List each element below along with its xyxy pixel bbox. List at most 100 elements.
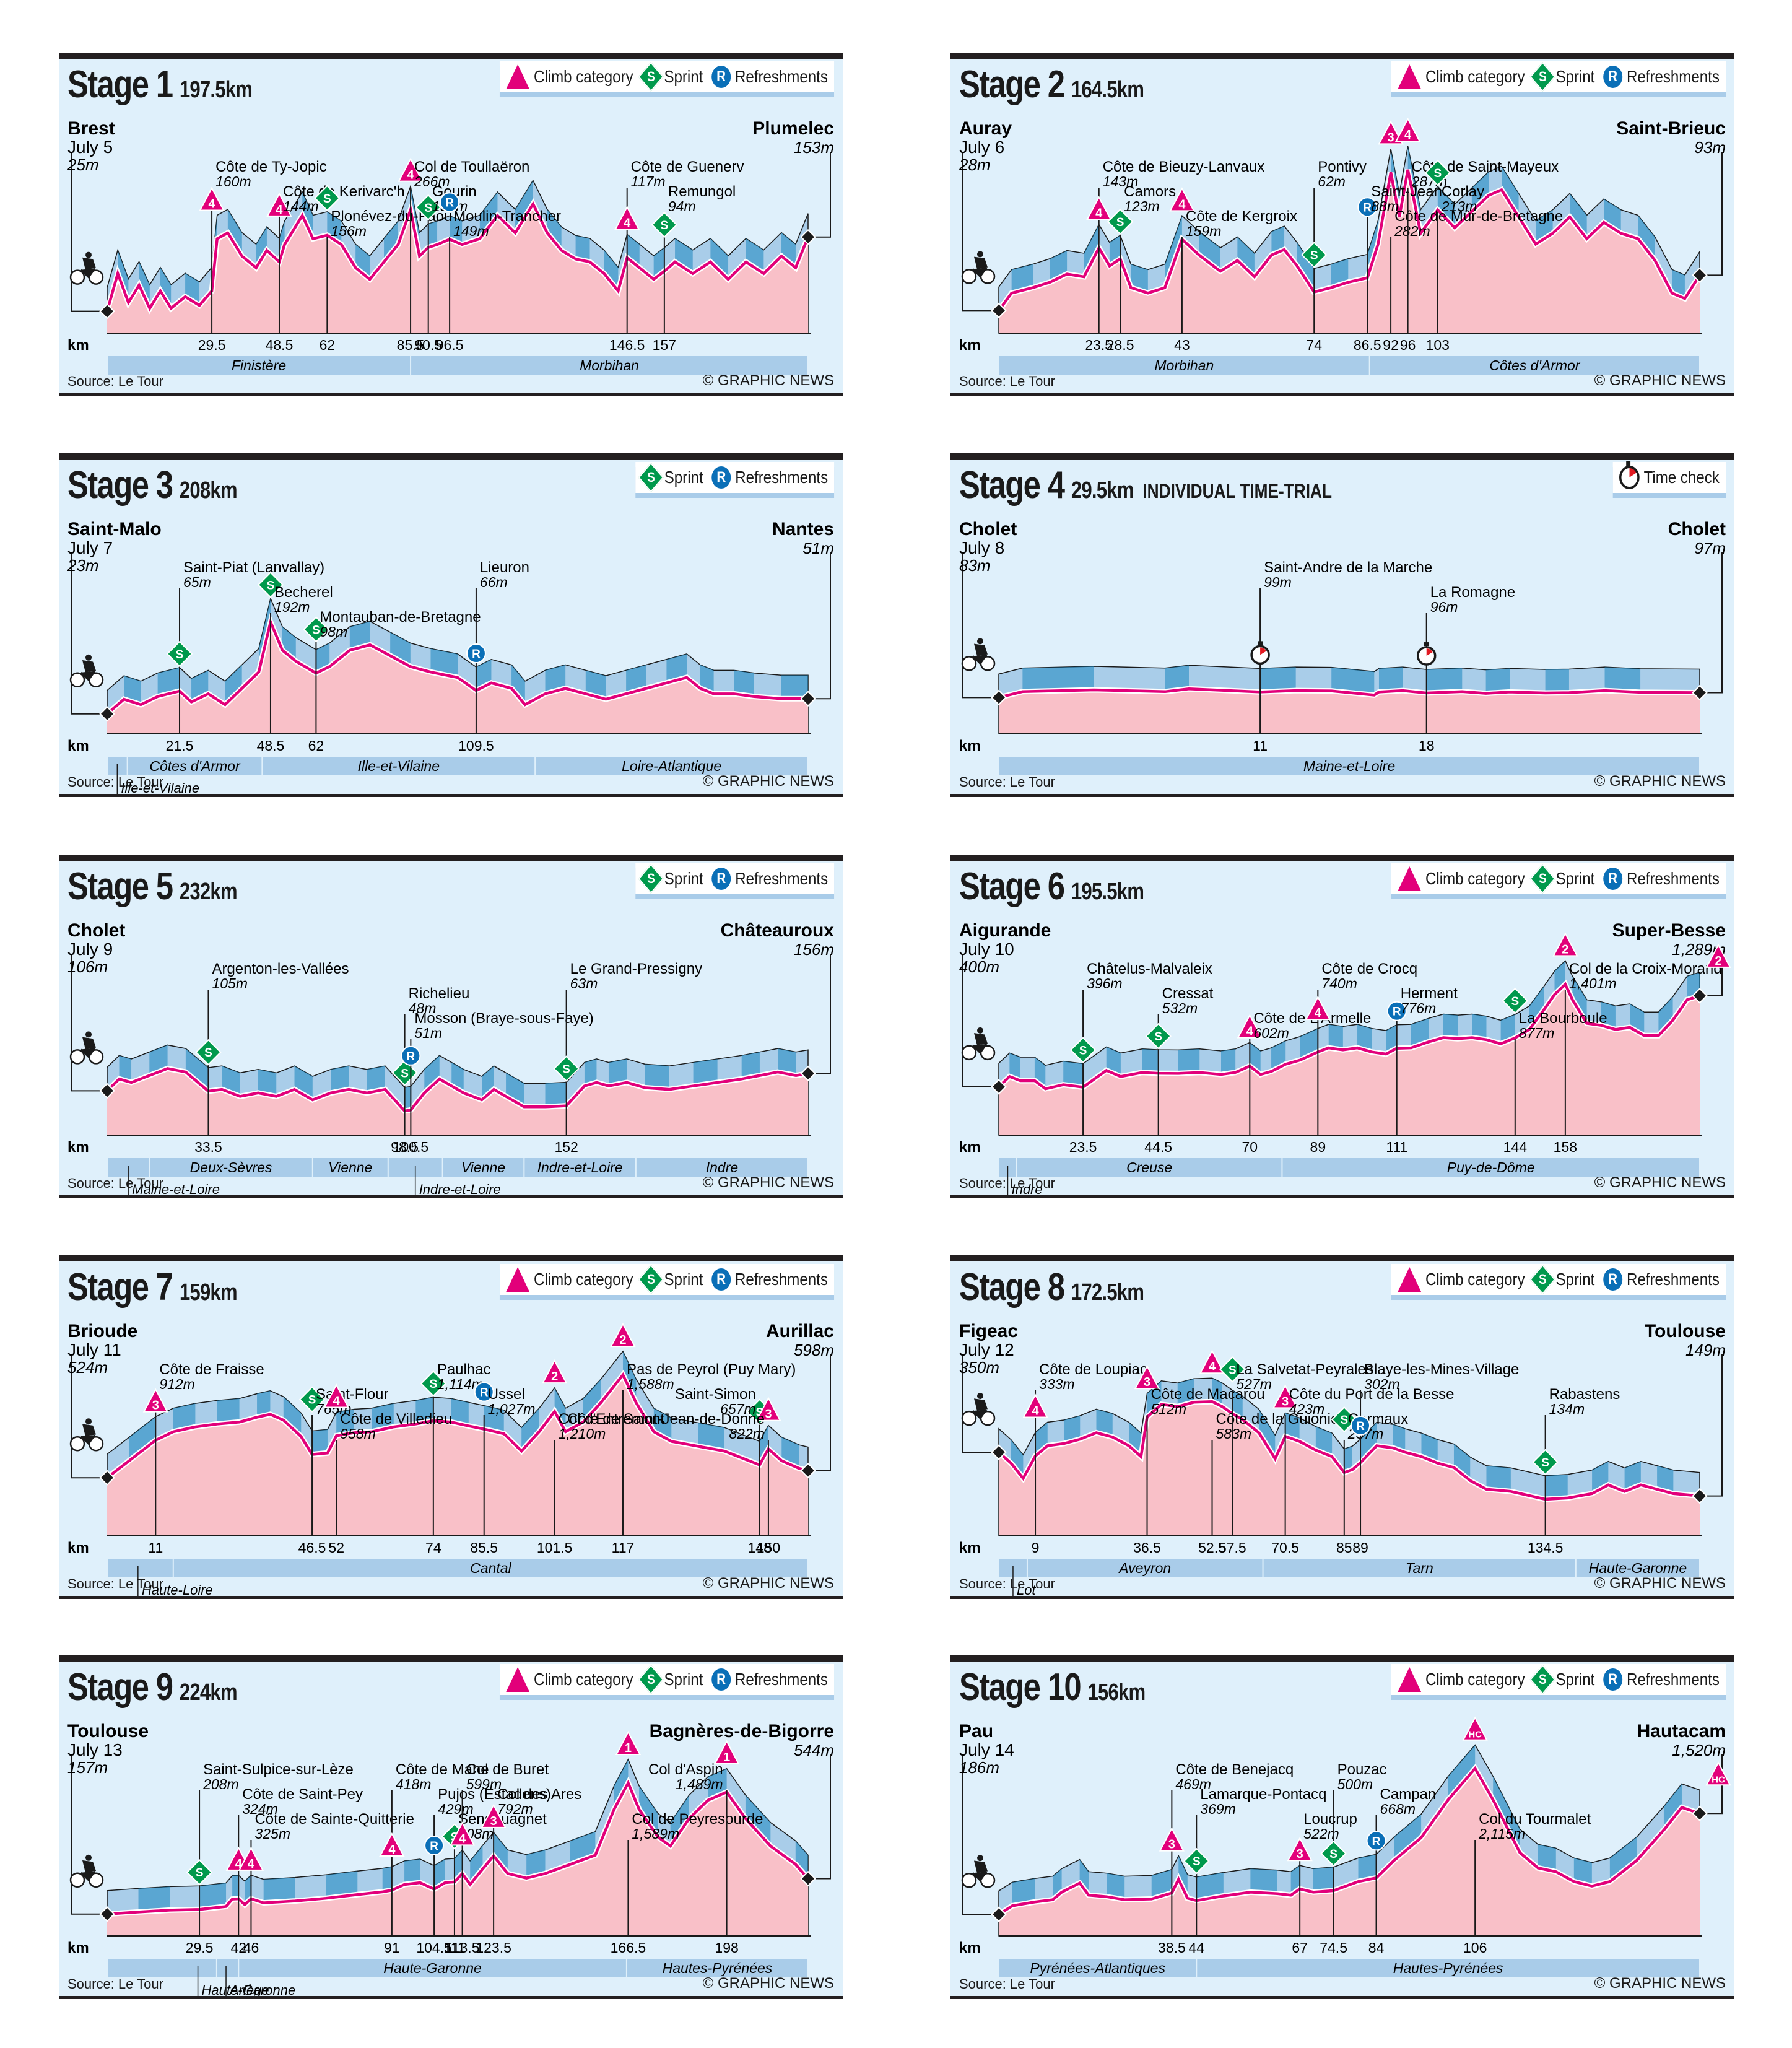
refresh-label: R (480, 1387, 489, 1400)
sprint-diamond (314, 185, 341, 212)
source-note: Source: Le Tour (67, 1576, 163, 1592)
finish-leader-line (808, 954, 831, 1074)
climb-category-label: 4 (276, 203, 283, 217)
climb-category-label: 3 (1144, 1375, 1150, 1389)
road-line (998, 169, 1701, 312)
copyright: © GRAPHIC NEWS (702, 1174, 834, 1191)
legend-item-sprint: S Sprint (1529, 863, 1594, 894)
terrain-facet (470, 1845, 483, 1885)
km-tick-label: 74.5 (1320, 1940, 1347, 1956)
terrain-facet (1250, 1868, 1277, 1894)
marker-name: Loucrup (1303, 1811, 1357, 1828)
marker-name: Côte du Port de la Besse (1289, 1386, 1455, 1403)
sprint-icon: S (553, 1055, 580, 1082)
marker-name: Col du Tourmalet (1479, 1811, 1591, 1828)
region-label: Creuse (1126, 1159, 1172, 1175)
terrain-facet (1663, 1784, 1682, 1831)
terrain-facet (256, 227, 267, 268)
region-label: Aveyron (1118, 1560, 1171, 1576)
finish-town: Bagnères-de-Bigorre (650, 1721, 834, 1741)
terrain-facet (1012, 1878, 1035, 1906)
refresh-circle (1357, 197, 1378, 217)
road-area (999, 689, 1700, 734)
start-town: Pau (959, 1721, 993, 1741)
start-town: Cholet (67, 920, 125, 941)
terrain-facet (1601, 1001, 1616, 1030)
terrain-facet (583, 1379, 601, 1423)
rider-head (85, 1418, 92, 1425)
km-tick-label: 101.5 (537, 1540, 573, 1556)
climb-category-label: 3 (1168, 1838, 1175, 1852)
wheel (69, 672, 85, 688)
terrain-facet (521, 1408, 539, 1452)
sprint-icon: S (1502, 987, 1529, 1014)
terrain-facet (1358, 1854, 1377, 1882)
legend-label: Refreshments (734, 67, 828, 86)
marker-name: Campan (1380, 1786, 1437, 1803)
legend: Climb category S Sprint R Refreshments (499, 1264, 834, 1295)
climb-category-icon: 1 (713, 1740, 740, 1764)
sprint-label: S (308, 1394, 316, 1407)
marker-altitude: 469m (1175, 1776, 1211, 1792)
terrain-facet (1502, 166, 1519, 217)
km-tick-label: 46.5 (298, 1540, 326, 1556)
marker-altitude: 1,589m (632, 1826, 679, 1842)
finish-diamond-icon (800, 691, 816, 707)
sprint-diamond (257, 572, 284, 598)
stage-panel-4: Stage 4 29.5km INDIVIDUAL TIME-TRIAL Time … (950, 453, 1734, 797)
climb-category-label: 4 (1209, 1360, 1216, 1374)
km-tick-label: 21.5 (166, 738, 194, 754)
finish-leader-line (1700, 552, 1723, 694)
source-note: Source: Le Tour (959, 1175, 1055, 1191)
wheel (69, 1436, 85, 1452)
legend: S Sprint R Refreshments (635, 462, 834, 493)
climb-category-icon: 4 (1169, 187, 1195, 212)
terrain-facet (263, 1877, 295, 1903)
region-band (636, 1158, 807, 1177)
copyright: © GRAPHIC NEWS (1594, 773, 1726, 790)
terrain-facet (547, 209, 562, 251)
climb-category-label: 2 (1715, 954, 1721, 968)
source-note: Source: Le Tour (67, 1175, 163, 1191)
marker-altitude: 143m (1103, 173, 1139, 190)
km-tick-label: 91 (384, 1940, 400, 1956)
climb-triangle (755, 1397, 781, 1421)
marker-altitude: 94m (668, 198, 696, 214)
climb-triangle-icon (506, 1667, 529, 1692)
legend-item-sprint: S Sprint (638, 462, 703, 493)
marker-altitude: 1,588m (627, 1376, 674, 1392)
km-tick-label: 38.5 (1158, 1940, 1186, 1956)
refresh-circle (466, 643, 486, 664)
terrain-facet (1165, 665, 1189, 692)
terrain-facet (1453, 1444, 1471, 1481)
km-tick-label: 48.5 (266, 337, 294, 353)
sub-region-label: Ariège (228, 1982, 269, 1998)
climb-category-icon: 4 (1305, 995, 1331, 1021)
km-tick-label: 57.5 (1219, 1540, 1246, 1556)
refresh-label: R (1363, 201, 1372, 214)
marker-name: Côte de Kerivarc'h (283, 183, 405, 200)
region-label: Morbihan (1154, 357, 1214, 373)
sprint-label: S (1079, 1045, 1087, 1058)
km-tick-label: 104.5 (416, 1940, 452, 1956)
marker-altitude: 333m (1039, 1376, 1075, 1392)
km-tick-label: 89 (1310, 1139, 1326, 1155)
climb-category-label: 3 (765, 1408, 772, 1421)
legend-item-climb: Climb category (1398, 1667, 1525, 1692)
stage-number: Stage 8 (959, 1266, 1065, 1309)
finish-altitude: 156m (794, 940, 834, 959)
marker-name: Côte de Sainte-Quitterie (254, 1811, 414, 1828)
marker-altitude: 958m (340, 1426, 376, 1442)
climb-category-label: 4 (1404, 128, 1412, 142)
sprint-label: S (661, 219, 669, 232)
terrain-facet (1545, 669, 1569, 694)
terrain-facet (575, 235, 590, 262)
legend-item-sprint: S Sprint (1529, 1664, 1594, 1695)
refreshment-icon: R (440, 192, 460, 212)
stage-panel-10: Stage 10 156km Climb category S Sprint R Refr… (950, 1655, 1734, 1999)
marker-name: Col des Ares (497, 1786, 581, 1803)
source-note: Source: Le Tour (959, 373, 1055, 389)
rider-head (85, 1031, 92, 1038)
terrain-facet (326, 1871, 358, 1899)
stopwatch-crown (1258, 641, 1263, 645)
